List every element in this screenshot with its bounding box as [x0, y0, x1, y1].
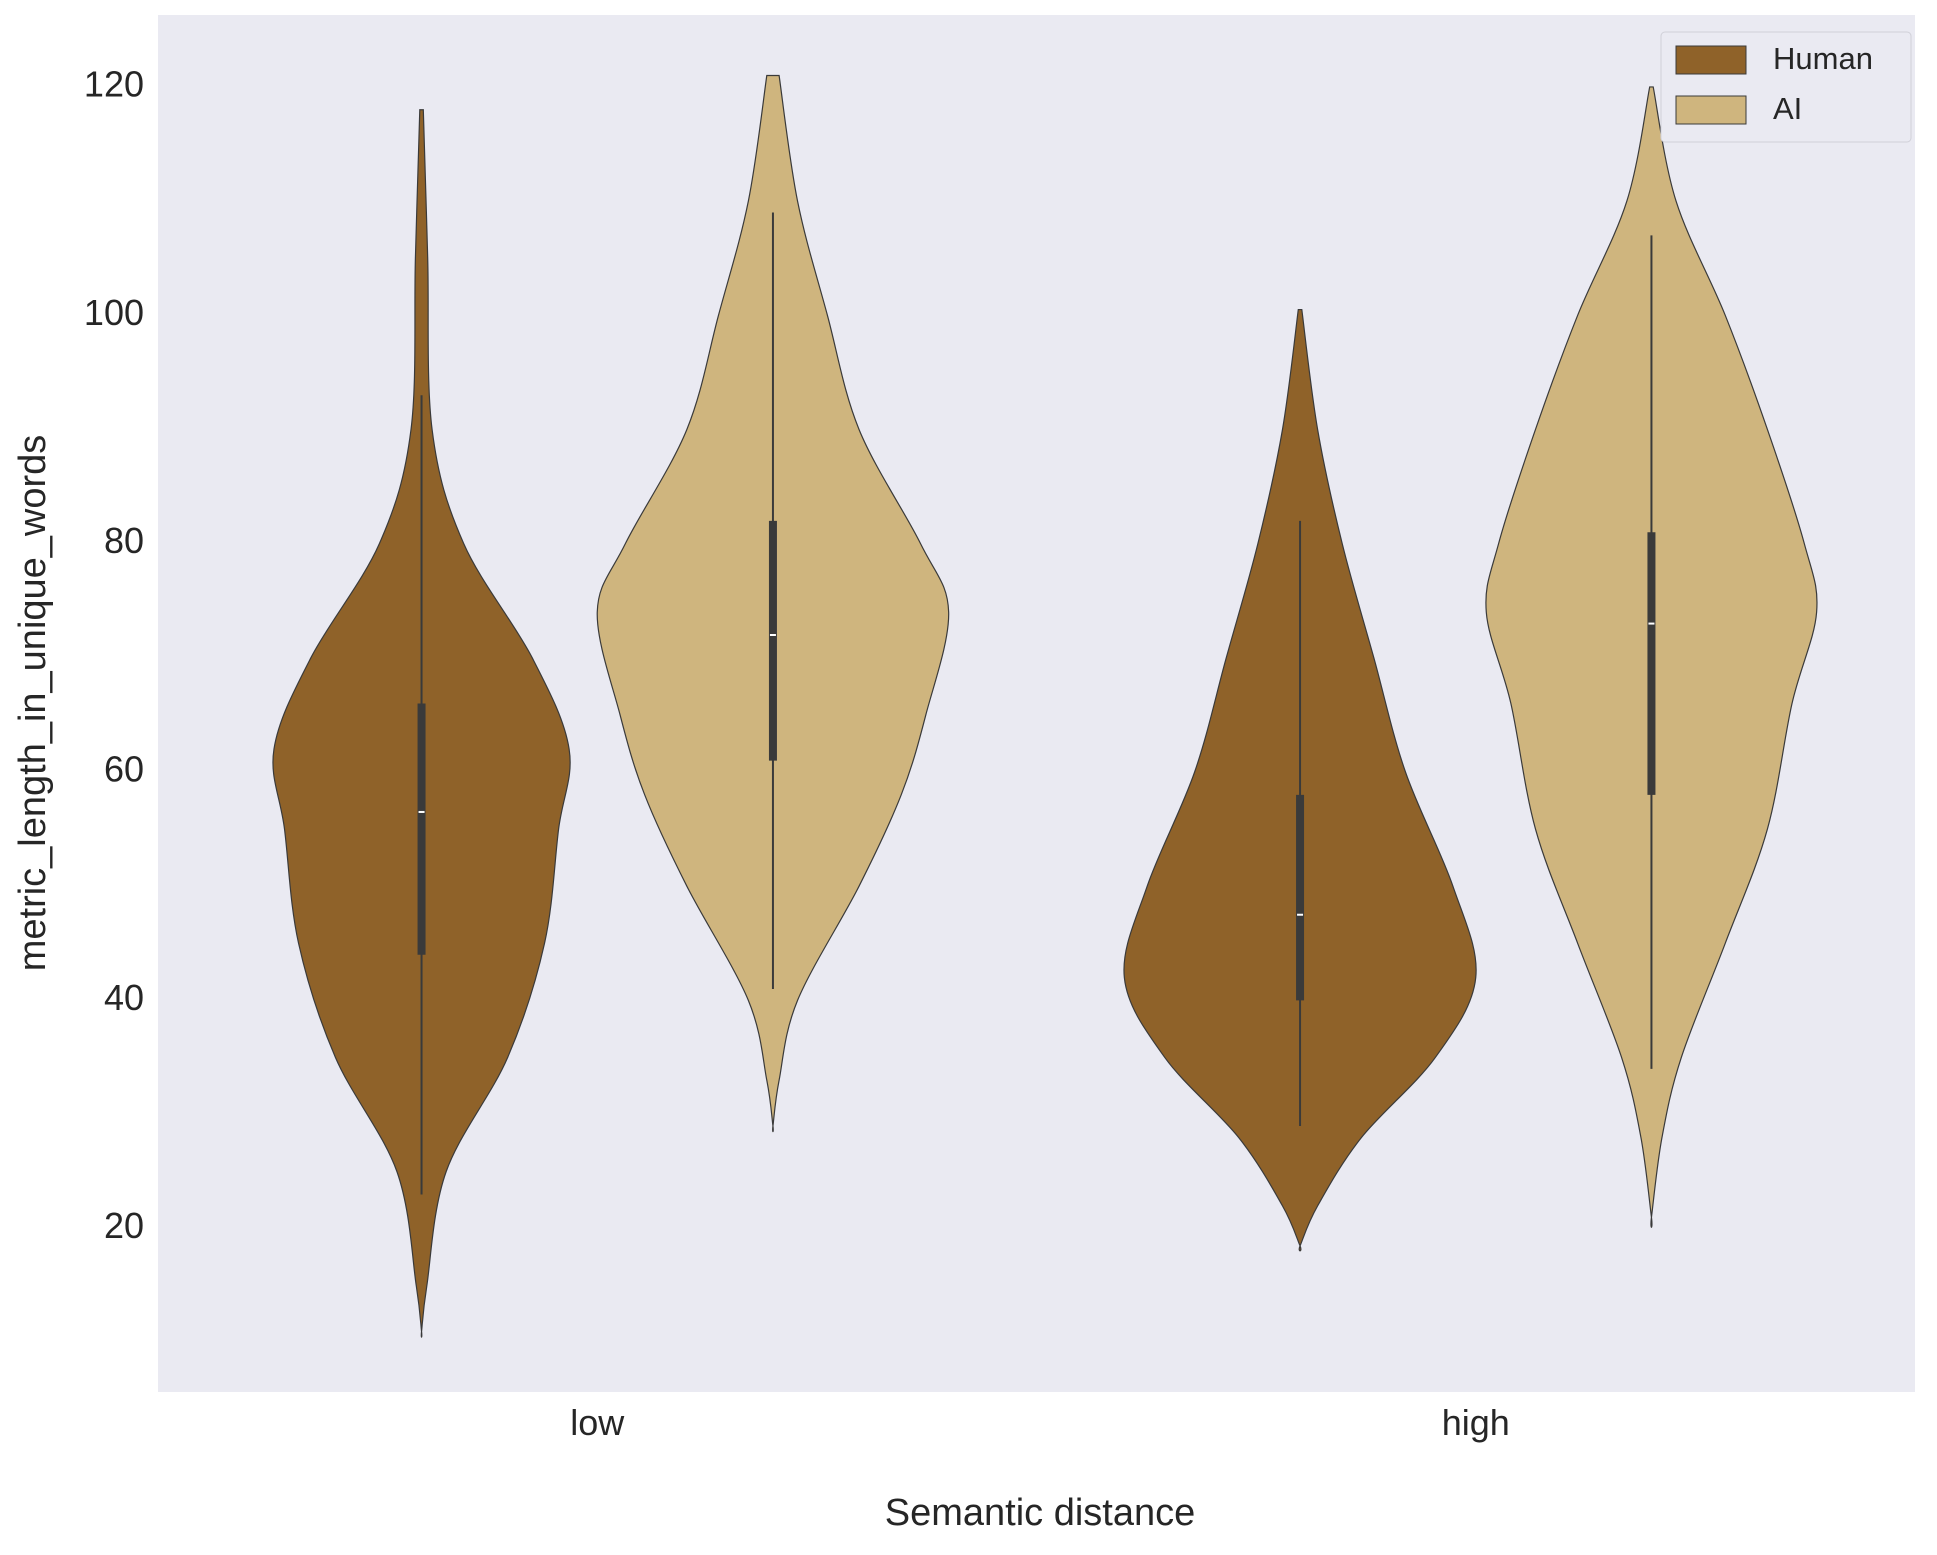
- y-tick-label: 20: [104, 1205, 144, 1246]
- y-tick-label: 120: [84, 63, 144, 104]
- legend-label: Human: [1773, 41, 1873, 76]
- y-tick-label: 100: [84, 292, 144, 333]
- legend-swatch: [1675, 95, 1747, 125]
- y-tick-label: 60: [104, 749, 144, 790]
- x-axis-label: Semantic distance: [885, 1492, 1196, 1534]
- x-tick-label: low: [570, 1402, 625, 1443]
- legend-swatch: [1675, 45, 1747, 75]
- y-tick-label: 40: [104, 977, 144, 1018]
- x-tick-label: high: [1442, 1402, 1510, 1443]
- legend-label: AI: [1773, 91, 1802, 126]
- y-tick-label: 80: [104, 520, 144, 561]
- y-axis-label: metric_length_in_unique_words: [12, 435, 54, 972]
